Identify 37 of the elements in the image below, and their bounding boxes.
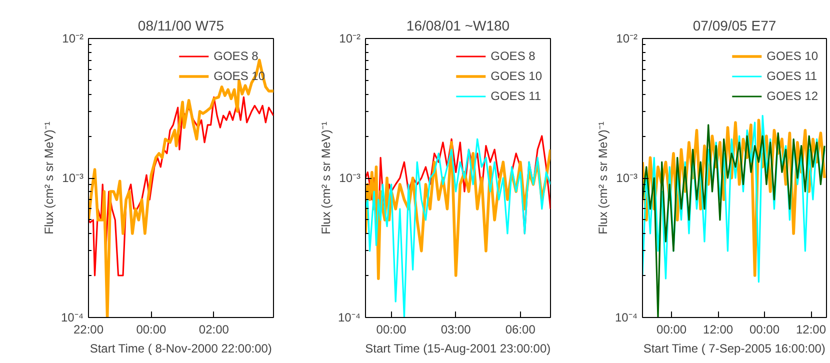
x-tick-label: 06:00 [505,322,536,336]
y-tick-label: 10⁻² [339,32,361,46]
x-axis-title: Start Time (15-Aug-2001 23:00:00) [365,342,551,356]
x-tick-label: 22:00 [73,322,104,336]
legend-label: GOES 10 [490,69,542,83]
legend-label: GOES 11 [766,69,818,83]
legend-label: GOES 8 [214,49,258,63]
y-tick-label: 10⁻² [616,32,638,46]
legend-label: GOES 10 [214,69,265,83]
x-tick-label: 12:00 [796,322,826,336]
y-tick-label: 10⁻³ [62,171,84,185]
x-tick-label: 00:00 [750,322,780,336]
legend-label: GOES 8 [490,49,536,63]
chart-title: 16/08/01 ~W180 [406,18,510,34]
x-tick-label: 00:00 [136,322,167,336]
x-tick-label: 00:00 [376,322,407,336]
chart-title: 08/11/00 W75 [138,18,224,34]
y-tick-label: 10⁻³ [616,171,638,185]
y-tick-label: 10⁻² [62,32,84,46]
x-axis-title: Start Time ( 8-Nov-2000 22:00:00) [90,342,272,356]
y-axis-title: Flux (cm² s sr MeV)⁻¹ [42,122,56,234]
chart-title: 07/09/05 E77 [692,18,776,34]
y-axis-title: Flux (cm² s sr MeV)⁻¹ [596,122,610,234]
y-tick-label: 10⁻⁴ [614,310,638,324]
y-tick-label: 10⁻⁴ [60,310,84,324]
x-tick-label: 12:00 [703,322,734,336]
y-tick-label: 10⁻³ [339,171,361,185]
x-tick-label: 03:00 [440,322,472,336]
x-axis-title: Start Time ( 7-Sep-2005 16:00:00) [643,342,826,356]
legend-label: GOES 11 [490,89,542,103]
y-axis-title: Flux (cm² s sr MeV)⁻¹ [318,122,333,234]
line-series [88,96,274,276]
legend-label: GOES 10 [766,49,818,63]
x-tick-label: 02:00 [198,322,230,336]
x-tick-label: 00:00 [656,322,687,336]
y-tick-label: 10⁻⁴ [338,310,361,324]
legend-label: GOES 12 [766,89,818,103]
